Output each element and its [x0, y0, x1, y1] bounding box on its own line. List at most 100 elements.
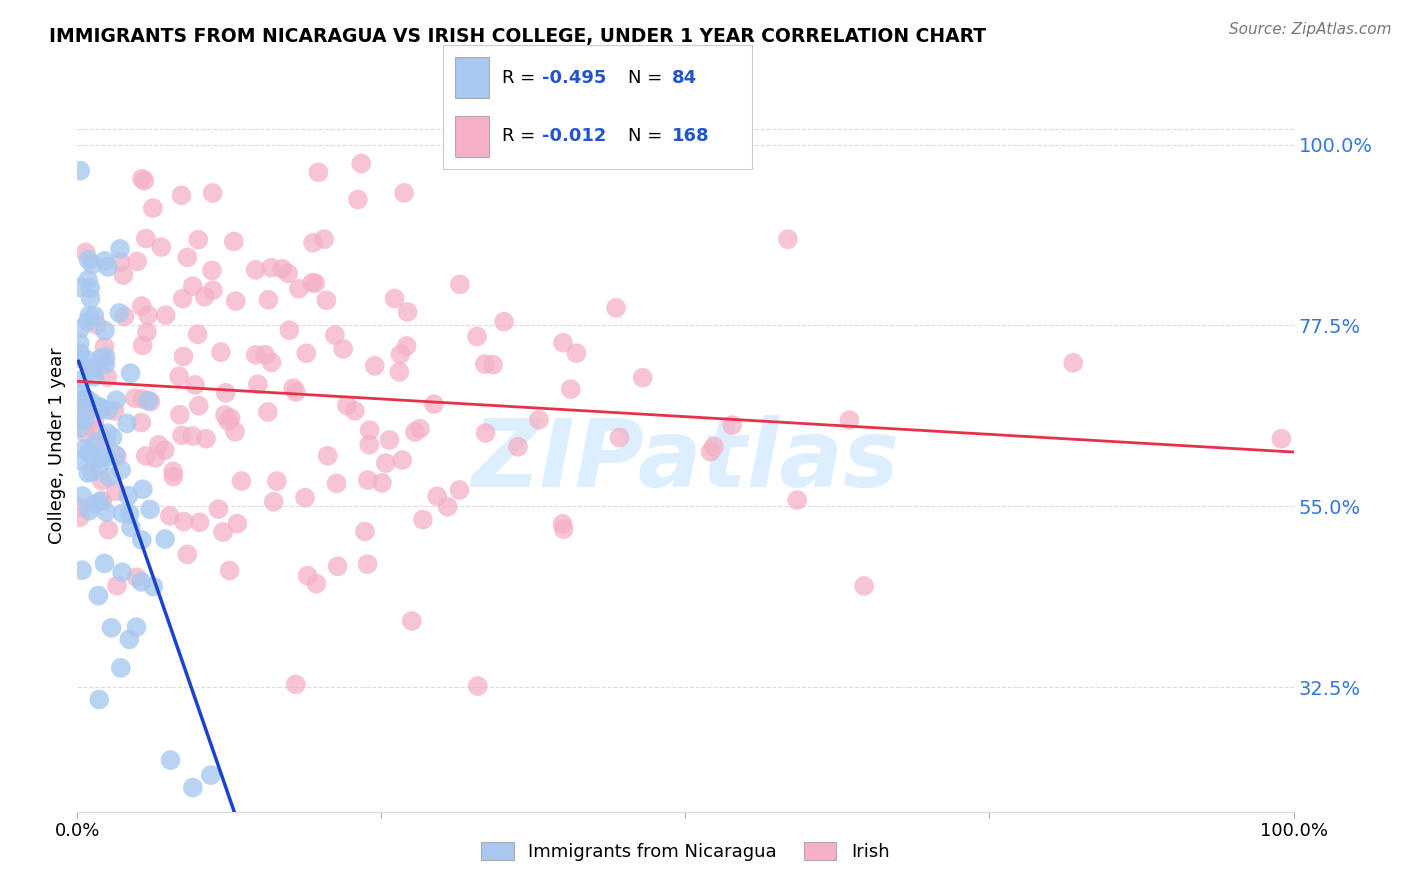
Point	[94, 434, 117, 448]
Point	[98, 470, 121, 484]
Point	[449, 483, 471, 497]
Point	[231, 474, 253, 488]
Point	[117, 489, 139, 503]
Point	[257, 293, 280, 307]
Point	[187, 233, 209, 247]
Point	[187, 399, 209, 413]
Point	[132, 482, 155, 496]
Point	[103, 404, 125, 418]
Text: -0.495: -0.495	[541, 70, 606, 87]
Point	[212, 525, 235, 540]
Text: N =: N =	[628, 70, 668, 87]
Point	[131, 574, 153, 589]
Point	[388, 365, 411, 379]
Point	[77, 466, 100, 480]
Point	[162, 469, 184, 483]
Point	[467, 679, 489, 693]
Point	[551, 516, 574, 531]
Point	[96, 450, 118, 465]
Point	[266, 474, 288, 488]
Point	[72, 489, 94, 503]
Point	[89, 494, 111, 508]
Point	[257, 405, 280, 419]
Point	[90, 450, 112, 465]
Point	[94, 358, 117, 372]
Point	[73, 396, 96, 410]
Point	[162, 465, 184, 479]
Point	[350, 156, 373, 170]
Point	[184, 378, 207, 392]
Point	[278, 323, 301, 337]
Point	[172, 292, 194, 306]
Point	[69, 500, 91, 515]
Point	[703, 440, 725, 454]
Point	[131, 416, 153, 430]
Point	[217, 414, 239, 428]
Point	[222, 235, 245, 249]
Text: Source: ZipAtlas.com: Source: ZipAtlas.com	[1229, 22, 1392, 37]
Point	[302, 235, 325, 250]
Point	[314, 232, 336, 246]
Point	[378, 433, 401, 447]
Point	[91, 493, 114, 508]
Point	[389, 347, 412, 361]
Point	[155, 308, 177, 322]
Point	[305, 576, 328, 591]
Point	[120, 520, 142, 534]
Point	[142, 579, 165, 593]
Point	[111, 565, 134, 579]
Point	[69, 280, 91, 294]
Point	[605, 301, 627, 315]
Point	[79, 292, 101, 306]
Point	[465, 329, 488, 343]
Point	[124, 391, 146, 405]
Point	[357, 473, 380, 487]
Point	[75, 392, 97, 406]
Point	[201, 186, 224, 200]
Point	[77, 399, 100, 413]
Point	[69, 321, 91, 335]
Point	[93, 353, 115, 368]
Point	[260, 260, 283, 275]
Point	[371, 475, 394, 490]
Point	[79, 281, 101, 295]
Point	[136, 393, 159, 408]
Point	[449, 277, 471, 292]
Point	[295, 346, 318, 360]
Point	[506, 440, 529, 454]
Point	[118, 507, 141, 521]
Point	[225, 294, 247, 309]
Point	[69, 421, 91, 435]
Text: IMMIGRANTS FROM NICARAGUA VS IRISH COLLEGE, UNDER 1 YEAR CORRELATION CHART: IMMIGRANTS FROM NICARAGUA VS IRISH COLLE…	[49, 27, 987, 45]
Point	[527, 413, 550, 427]
Point	[281, 381, 304, 395]
Point	[396, 305, 419, 319]
Point	[75, 412, 97, 426]
Point	[104, 448, 127, 462]
Point	[97, 523, 120, 537]
Point	[69, 336, 91, 351]
Point	[494, 315, 516, 329]
Point	[131, 299, 153, 313]
Point	[108, 242, 131, 256]
Point	[560, 382, 582, 396]
Point	[69, 510, 91, 524]
Point	[176, 250, 198, 264]
Point	[84, 497, 107, 511]
FancyBboxPatch shape	[456, 57, 489, 98]
Point	[347, 193, 370, 207]
Point	[69, 453, 91, 467]
Point	[188, 516, 211, 530]
Point	[721, 418, 744, 433]
Point	[207, 502, 229, 516]
Point	[148, 438, 170, 452]
Point	[75, 426, 97, 441]
Point	[142, 201, 165, 215]
Point	[301, 276, 323, 290]
Point	[131, 533, 153, 547]
Point	[226, 516, 249, 531]
Point	[409, 422, 432, 436]
Point	[143, 450, 166, 465]
Point	[115, 417, 138, 431]
Point	[412, 513, 434, 527]
